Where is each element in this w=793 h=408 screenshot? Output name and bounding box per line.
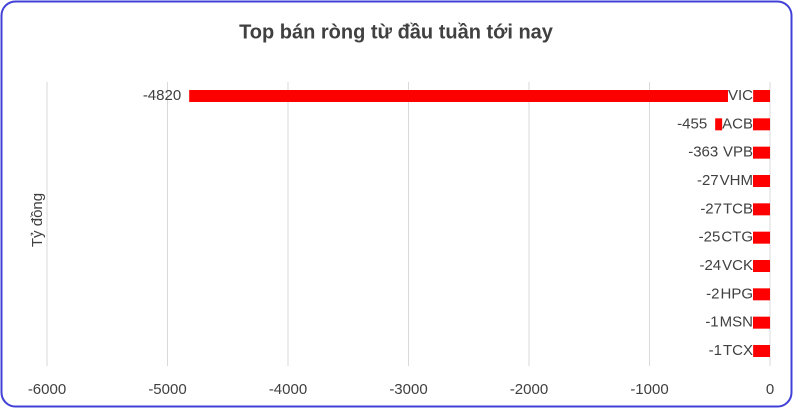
category-label: TCX — [723, 342, 753, 359]
category-label: MSN — [720, 314, 753, 331]
value-label: -27 — [697, 172, 719, 189]
bar — [751, 316, 770, 329]
category-label-bg — [722, 143, 753, 161]
category-label-bg — [721, 228, 753, 246]
category-label-bg — [720, 285, 753, 303]
category-label-bg — [719, 171, 753, 189]
category-label: HPG — [720, 285, 753, 302]
x-tick-label: -6000 — [28, 381, 66, 398]
chart-title: Top bán ròng từ đầu tuần tới nay — [239, 21, 554, 43]
category-label: VIC — [728, 87, 753, 104]
category-label-bg — [723, 200, 753, 218]
category-label-bg — [722, 115, 753, 133]
category-label: VPB — [723, 144, 753, 161]
category-label: ACB — [722, 115, 753, 132]
value-label: -363 — [688, 144, 718, 161]
x-tick-label: -1000 — [630, 381, 668, 398]
bar — [189, 90, 770, 102]
category-label-bg — [723, 341, 753, 359]
value-label: -1 — [705, 314, 718, 331]
category-label-bg — [719, 313, 753, 331]
value-label: -27 — [700, 200, 722, 217]
x-tick-label: -3000 — [389, 381, 427, 398]
bar — [753, 345, 770, 357]
x-tick-label: -2000 — [510, 381, 548, 398]
x-tick-label: -4000 — [269, 381, 307, 398]
value-label: -24 — [699, 257, 721, 274]
category-label-bg — [727, 86, 754, 104]
category-label: VHM — [720, 172, 753, 189]
category-label: VCK — [722, 257, 753, 274]
value-label: -25 — [699, 229, 721, 246]
value-label: -4820 — [143, 87, 181, 104]
value-label: -2 — [706, 285, 719, 302]
category-label: TCB — [723, 200, 753, 217]
x-tick-label: -5000 — [148, 381, 186, 398]
category-label: CTG — [721, 229, 753, 246]
value-label: -1 — [709, 342, 722, 359]
value-label: -455 — [677, 115, 707, 132]
y-axis-title: Tỷ đồng — [29, 193, 46, 247]
x-tick-label: 0 — [766, 381, 774, 398]
category-label-bg — [722, 256, 753, 274]
